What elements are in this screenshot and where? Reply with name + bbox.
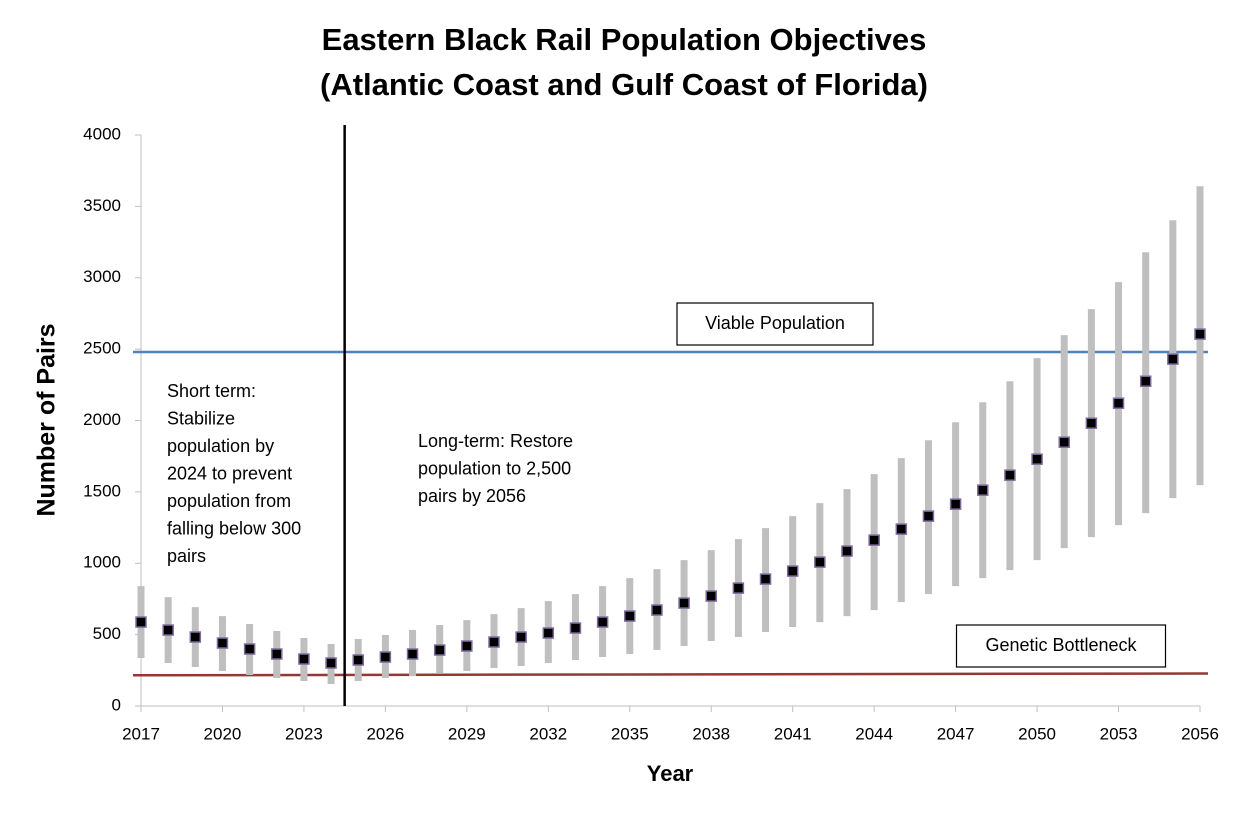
- point: [922, 510, 935, 522]
- y-tick-label: 2000: [83, 410, 121, 429]
- reference-label: Genetic Bottleneck: [985, 635, 1137, 655]
- x-tick-label: 2029: [448, 724, 486, 743]
- x-tick-label: 2038: [692, 724, 730, 743]
- reference-label: Viable Population: [705, 313, 845, 333]
- y-tick-label: 4000: [83, 124, 121, 143]
- point: [461, 640, 473, 652]
- point: [135, 616, 147, 628]
- point: [1112, 397, 1125, 409]
- x-tick-label: 2053: [1100, 724, 1138, 743]
- annotation: pairs by 2056: [418, 486, 526, 506]
- y-tick-label: 2500: [83, 339, 121, 358]
- point: [406, 648, 419, 660]
- x-tick-label: 2056: [1181, 724, 1219, 743]
- point: [298, 653, 310, 665]
- x-tick-label: 2044: [855, 724, 893, 743]
- chart-title: Eastern Black Rail Population Objectives: [322, 22, 927, 57]
- label-box: [955, 624, 1167, 668]
- x-tick-label: 2026: [366, 724, 404, 743]
- annotation: population to 2,500: [418, 458, 571, 478]
- annotation: 2024 to prevent: [167, 463, 292, 483]
- point: [162, 624, 174, 636]
- point: [841, 545, 853, 557]
- point: [651, 604, 663, 616]
- point: [814, 556, 826, 568]
- x-tick-label: 2032: [529, 724, 567, 743]
- point: [243, 643, 256, 655]
- label-box: [676, 302, 874, 346]
- reference-line: [132, 672, 1209, 677]
- annotation: Long-term: Restore: [418, 431, 573, 451]
- point: [895, 523, 908, 535]
- annotation: population by: [167, 436, 274, 456]
- point: [352, 654, 364, 666]
- point: [1031, 453, 1043, 465]
- point: [569, 622, 582, 634]
- chart-title: (Atlantic Coast and Gulf Coast of Florid…: [320, 67, 928, 102]
- x-tick-label: 2050: [1018, 724, 1056, 743]
- point: [515, 631, 527, 643]
- point: [379, 651, 392, 663]
- x-tick-label: 2023: [285, 724, 323, 743]
- point: [624, 610, 636, 622]
- x-tick-label: 2017: [122, 724, 160, 743]
- point: [1058, 436, 1070, 448]
- y-tick-label: 500: [93, 624, 121, 643]
- point: [542, 627, 555, 639]
- y-tick-label: 3500: [83, 196, 121, 215]
- annotation: Stabilize: [167, 408, 235, 428]
- point: [759, 573, 772, 585]
- point: [786, 565, 799, 577]
- x-axis-label: Year: [647, 761, 694, 786]
- point: [1085, 417, 1098, 429]
- annotation: Short term:: [167, 381, 256, 401]
- point: [596, 616, 609, 628]
- annotation: pairs: [167, 546, 206, 566]
- point: [189, 631, 202, 643]
- x-tick-label: 2035: [611, 724, 649, 743]
- annotation: falling below 300: [167, 518, 301, 538]
- point: [977, 484, 989, 496]
- point: [732, 582, 745, 594]
- point: [1167, 353, 1179, 365]
- y-tick-label: 1000: [83, 553, 121, 572]
- y-tick-label: 1500: [83, 481, 121, 500]
- point: [705, 590, 717, 602]
- point: [488, 636, 500, 648]
- x-tick-label: 2047: [937, 724, 975, 743]
- point: [216, 637, 229, 649]
- point: [678, 597, 690, 609]
- x-tick-label: 2020: [204, 724, 242, 743]
- y-axis-label: Number of Pairs: [33, 323, 61, 516]
- annotation: population from: [167, 491, 291, 511]
- point: [271, 648, 283, 660]
- y-tick-label: 3000: [83, 267, 121, 286]
- point: [433, 644, 446, 656]
- point: [868, 534, 880, 546]
- point: [949, 498, 962, 510]
- point: [325, 657, 337, 669]
- point: [1139, 375, 1152, 387]
- y-tick-label: 0: [112, 695, 121, 714]
- point: [1194, 328, 1206, 340]
- x-tick-label: 2041: [774, 724, 812, 743]
- point: [1004, 469, 1016, 481]
